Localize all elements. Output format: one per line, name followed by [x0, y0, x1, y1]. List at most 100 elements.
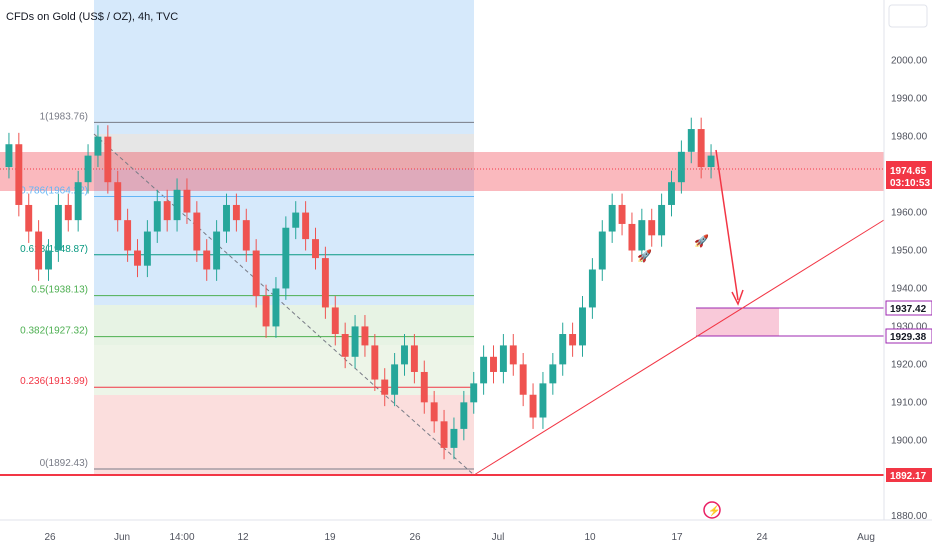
candle-body [223, 204, 230, 232]
candle-body [74, 182, 82, 221]
candle-body [579, 307, 586, 346]
candle-body [559, 334, 567, 365]
rising-trend-line[interactable] [473, 219, 885, 476]
price-tick-label: 1900.00 [891, 435, 928, 446]
candle-body [687, 129, 695, 152]
resistance-zone[interactable] [0, 152, 884, 191]
fib-level-label: 0.618(1948.87) [20, 244, 88, 255]
candle-body [134, 250, 141, 266]
candle-body [707, 155, 715, 168]
price-tag-1892: 1892.17 [890, 471, 927, 482]
price-axis[interactable] [884, 0, 932, 550]
candle-body [292, 212, 300, 228]
candle-body [638, 220, 646, 251]
candle-body [124, 220, 132, 251]
current-price-countdown: 03:10:53 [890, 178, 930, 189]
candle-body [697, 129, 705, 168]
fib-level-label: 1(1983.76) [40, 111, 88, 122]
candle-body [203, 250, 211, 270]
candle-body [608, 204, 616, 232]
candle-body [618, 204, 626, 224]
candle-body [460, 402, 468, 429]
fib-light-green-zone [94, 345, 474, 395]
candle-body [45, 250, 52, 270]
fib-level-label: 0.5(1938.13) [31, 285, 88, 296]
time-axis[interactable]: 26 Jun 14:00 12 19 26 Jul 10 17 24 Aug [44, 532, 874, 543]
candle-body [499, 345, 507, 372]
time-tick-label: 19 [324, 532, 336, 543]
price-tag-box-top: 1937.42 [885, 300, 932, 316]
candle-body [143, 231, 151, 266]
candle-body [35, 231, 43, 270]
support-box[interactable] [696, 308, 779, 336]
fib-red-zone [94, 395, 474, 475]
candle-body [519, 364, 527, 395]
current-price-value: 1974.65 [890, 166, 927, 177]
fib-level-label: 0.382(1927.32) [20, 326, 88, 337]
price-tick-label: 1960.00 [891, 208, 928, 219]
scale-settings-button[interactable] [888, 4, 928, 28]
candle-body [668, 182, 675, 205]
candle-body [173, 189, 181, 221]
candle-body [25, 204, 33, 232]
candle-body [490, 356, 497, 372]
candle-body [252, 250, 260, 297]
current-price-tag: 1974.65 03:10:53 [886, 161, 932, 189]
candle-body [213, 231, 221, 270]
candle-body [262, 296, 270, 327]
price-tick-label: 1950.00 [891, 246, 928, 257]
candle-body [114, 182, 122, 221]
time-tick-label: Jun [114, 532, 130, 543]
time-tick-label: Jul [492, 532, 505, 543]
candle-body [153, 201, 161, 232]
candle-body [163, 201, 171, 221]
price-tag-box-bottom: 1929.38 [885, 328, 932, 344]
time-tick-label: 26 [44, 532, 56, 543]
candle-body [351, 326, 359, 357]
time-tick-label: 14:00 [169, 532, 194, 543]
price-tick-label: 1920.00 [891, 359, 928, 370]
event-lightning-glyph: ⚡ [708, 504, 720, 517]
time-tick-label: 26 [409, 532, 421, 543]
projection-arrow[interactable] [715, 149, 739, 301]
event-lightning-icon[interactable] [703, 501, 721, 519]
candle-body [371, 345, 379, 380]
candle-body [381, 379, 389, 395]
candle-body [361, 326, 369, 346]
candle-body [598, 231, 606, 270]
fib-level-label: 0(1892.43) [40, 458, 88, 469]
candle-body [549, 364, 557, 384]
candle-body [658, 204, 666, 236]
candle-body [410, 345, 418, 372]
symbol-title: CFDs on Gold (US$ / OZ), 4h, TVC [6, 11, 178, 23]
price-tick-label: 1880.00 [891, 511, 928, 522]
candle-body [321, 258, 329, 308]
arrow-head-icon [731, 289, 744, 306]
price-tag-1929: 1929.38 [890, 332, 927, 343]
candle-body [183, 189, 191, 213]
candle-body [677, 151, 685, 183]
candle-body [440, 421, 448, 448]
time-tick-label: 10 [584, 532, 596, 543]
candle-body [539, 383, 547, 418]
candle-body [628, 223, 636, 251]
candle-body [84, 155, 92, 183]
candle-body [509, 345, 517, 365]
candle-body [302, 212, 310, 240]
candle-body [64, 204, 72, 221]
time-tick-label: 24 [756, 532, 768, 543]
candle-body [272, 288, 280, 327]
candle-body [450, 428, 458, 448]
candle-body [648, 220, 656, 236]
candle-body [569, 334, 577, 346]
candle-body [480, 356, 488, 384]
time-tick-label: Aug [857, 532, 875, 543]
time-tick-label: 12 [237, 532, 249, 543]
candle-body [470, 383, 478, 403]
fib-top-gray-zone [94, 134, 474, 169]
candle-body [401, 345, 408, 365]
candle-body [232, 204, 240, 221]
candle-body [193, 212, 201, 251]
